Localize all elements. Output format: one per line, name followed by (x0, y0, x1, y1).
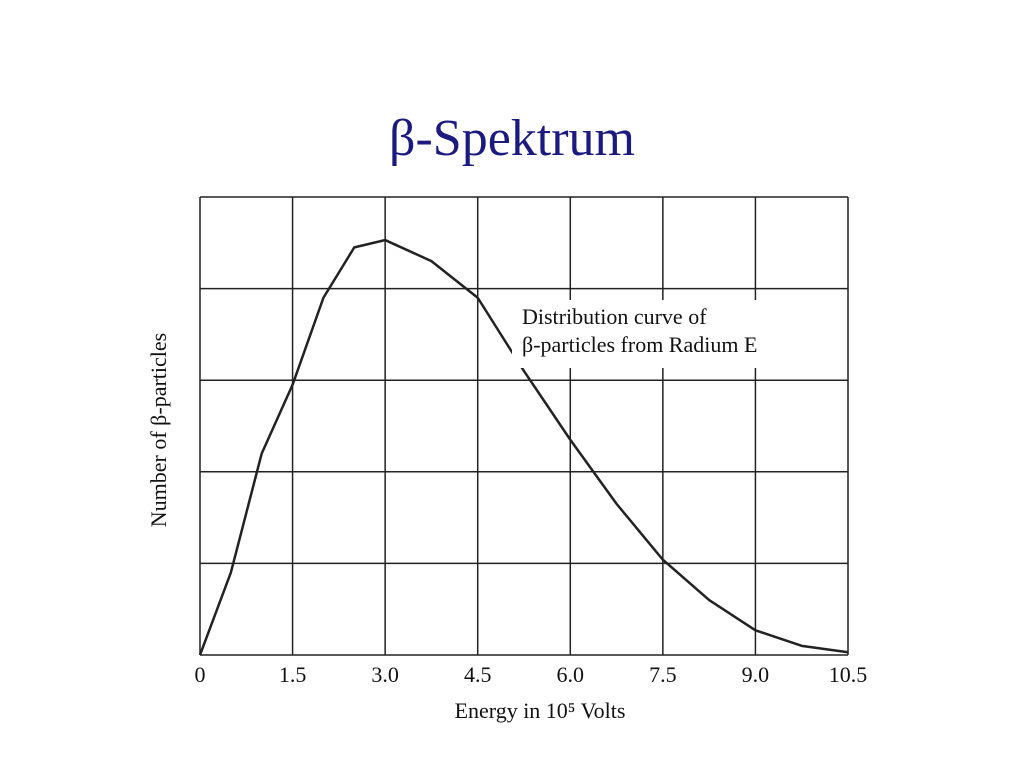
x-tick-label: 0 (195, 662, 206, 687)
data-line (198, 238, 849, 656)
x-tick-label: 4.5 (464, 662, 492, 687)
x-tick-label: 10.5 (829, 662, 868, 687)
y-axis-label: Number of β-particles (146, 333, 171, 527)
slide-title: β-Spektrum (389, 110, 635, 167)
annotation-box (512, 300, 818, 368)
x-axis-label: Energy in 10⁵ Volts (455, 698, 626, 723)
x-tick-label: 1.5 (279, 662, 307, 687)
x-tick-label: 3.0 (371, 662, 399, 687)
x-tick-label: 9.0 (742, 662, 770, 687)
annotation-line: β-particles from Radium E (522, 332, 757, 357)
x-tick-label: 6.0 (557, 662, 585, 687)
annotation-line: Distribution curve of (522, 304, 707, 329)
x-tick-label: 7.5 (649, 662, 677, 687)
